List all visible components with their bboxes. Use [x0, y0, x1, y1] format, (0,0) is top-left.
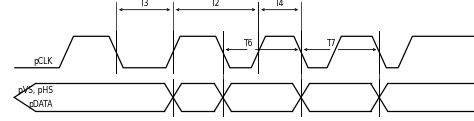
Text: pDATA: pDATA — [28, 100, 53, 109]
Text: T6: T6 — [244, 39, 254, 48]
Text: pCLK: pCLK — [33, 57, 53, 66]
Text: T4: T4 — [275, 0, 284, 8]
Text: T2: T2 — [211, 0, 220, 8]
Text: pVS, pHS: pVS, pHS — [18, 86, 53, 95]
Text: T3: T3 — [140, 0, 149, 8]
Text: T7: T7 — [327, 39, 337, 48]
